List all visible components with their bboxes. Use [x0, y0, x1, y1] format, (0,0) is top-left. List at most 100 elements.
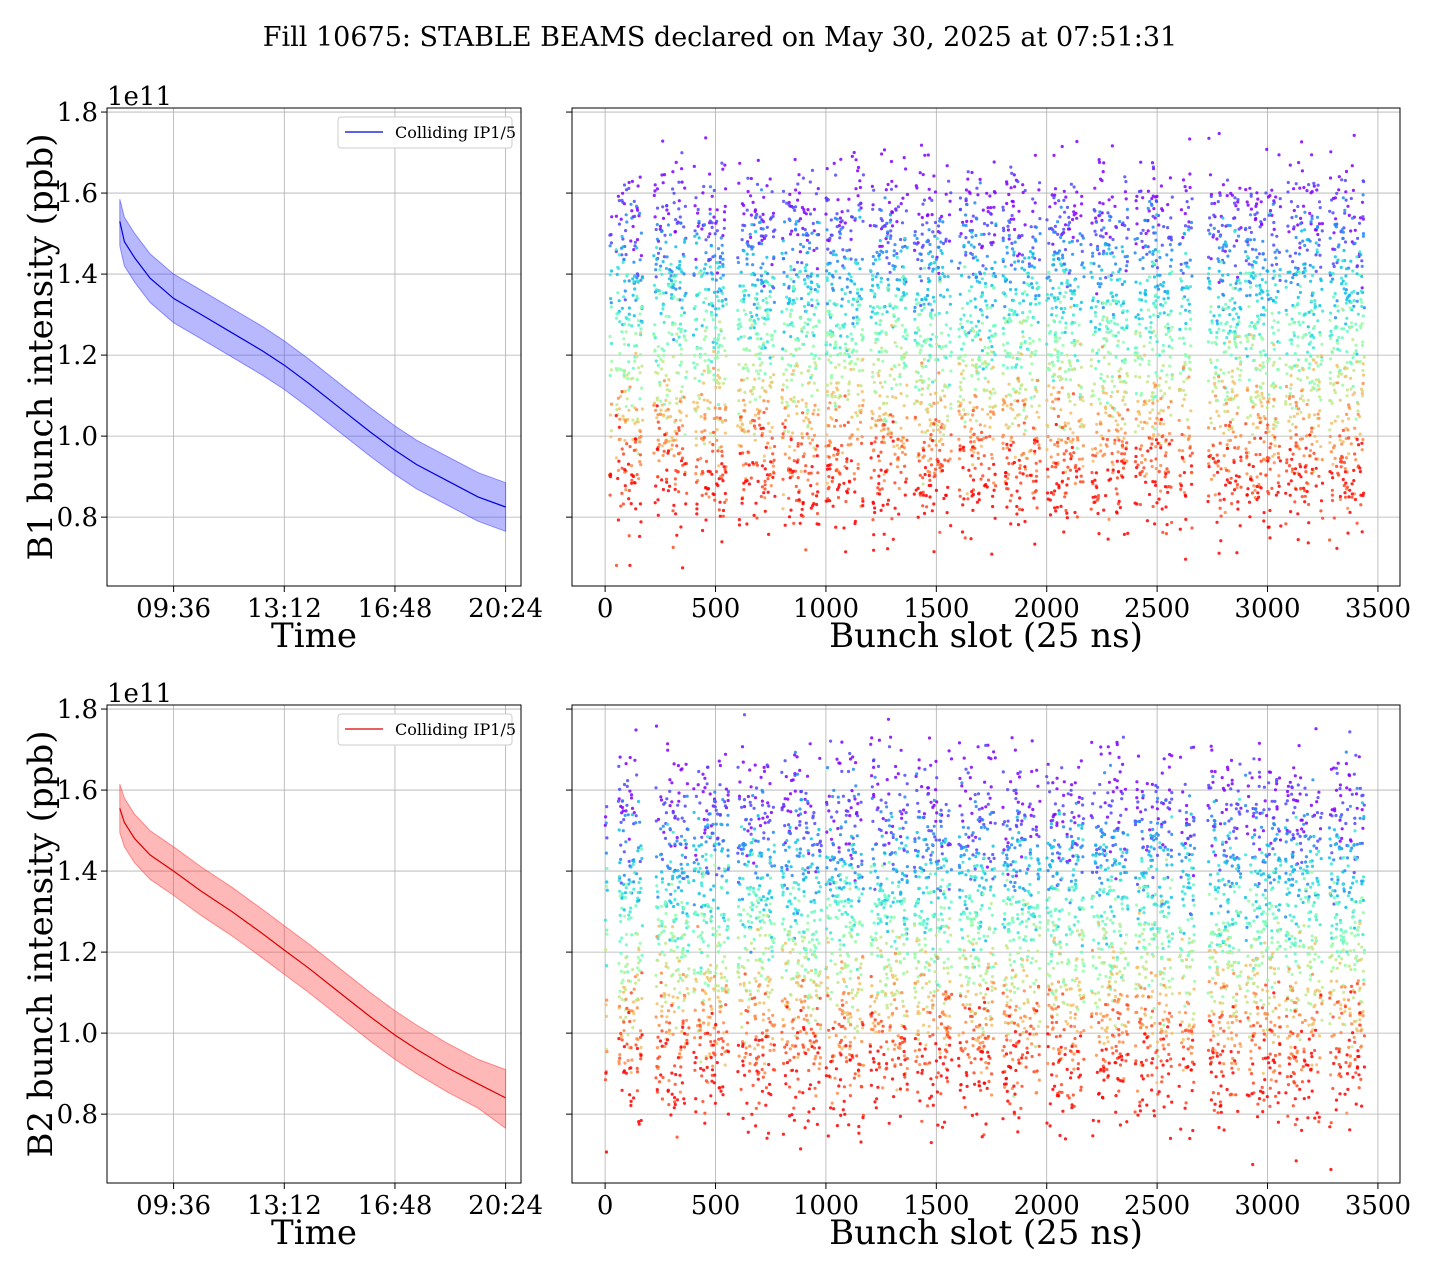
bunch-point: [1216, 295, 1220, 299]
bunch-point: [977, 357, 981, 361]
bunch-point: [1007, 233, 1011, 238]
bunch-point: [679, 313, 683, 317]
bunch-point: [674, 468, 678, 473]
bunch-point: [839, 157, 843, 161]
bunch-point: [1169, 413, 1173, 417]
bunch-point: [1136, 424, 1141, 428]
bunch-point: [990, 552, 994, 556]
bunch-point: [1099, 443, 1103, 447]
bunch-point: [1110, 379, 1114, 383]
bunch-point: [986, 362, 991, 366]
bunch-point: [886, 427, 890, 431]
bunch-point: [808, 420, 812, 424]
bunch-point: [1114, 226, 1119, 230]
bunch-point: [1230, 390, 1234, 394]
bunch-point: [791, 324, 795, 328]
bunch-point: [964, 250, 968, 254]
bunch-point: [723, 418, 728, 422]
bunch-point: [1215, 453, 1219, 457]
bunch-point: [742, 203, 746, 207]
bunch-point: [1179, 484, 1183, 488]
bunch-point: [698, 352, 703, 356]
bunch-point: [1236, 335, 1240, 339]
bunch-point: [1082, 424, 1086, 428]
bunch-point: [1190, 451, 1194, 455]
bunch-point: [678, 286, 682, 290]
bunch-point: [789, 335, 793, 339]
bunch-point: [856, 165, 861, 170]
bunch-point: [1258, 368, 1262, 372]
bunch-point: [751, 263, 755, 267]
bunch-point: [704, 238, 708, 242]
bunch-point: [943, 384, 947, 388]
bunch-point: [1111, 406, 1115, 410]
bunch-point: [741, 289, 746, 293]
bunch-point: [795, 260, 800, 264]
bunch-point: [1268, 467, 1272, 471]
bunch-point: [1183, 185, 1187, 189]
bunch-point: [964, 223, 968, 228]
bunch-point: [1253, 322, 1258, 326]
bunch-point: [1188, 446, 1192, 450]
bunch-point: [631, 376, 635, 380]
bunch-point: [756, 317, 760, 321]
bunch-point: [721, 479, 725, 483]
bunch-point: [854, 258, 858, 262]
bunch-point: [945, 311, 949, 315]
bunch-point: [675, 221, 679, 225]
bunch-point: [1101, 386, 1105, 390]
bunch-point: [1045, 293, 1049, 297]
bunch-point: [889, 462, 893, 466]
bunch-point: [1157, 287, 1161, 291]
bunch-point: [801, 226, 805, 230]
bunch-point: [807, 246, 812, 250]
bunch-point: [1251, 401, 1255, 405]
bunch-point: [914, 331, 919, 335]
bunch-point: [825, 309, 829, 313]
bunch-point: [1153, 383, 1158, 387]
bunch-point: [614, 414, 618, 418]
bunch-point: [987, 466, 991, 471]
bunch-point: [905, 333, 909, 337]
bunch-point: [1077, 323, 1081, 327]
bunch-point: [972, 432, 976, 436]
bunch-point: [1259, 386, 1263, 390]
bunch-point: [750, 392, 755, 396]
bunch-point: [1010, 247, 1015, 251]
bunch-point: [1272, 397, 1276, 401]
bunch-point: [660, 444, 664, 448]
bunch-point: [861, 398, 866, 402]
bunch-point: [1212, 226, 1216, 230]
bunch-point: [639, 463, 643, 467]
bunch-point: [1062, 189, 1066, 193]
bunch-point: [787, 515, 792, 519]
bunch-point: [1259, 472, 1263, 476]
bunch-point: [794, 348, 798, 352]
bunch-point: [1270, 233, 1274, 237]
bunch-point: [834, 469, 838, 473]
bunch-point: [1034, 349, 1038, 353]
bunch-point: [766, 399, 770, 403]
bunch-point: [898, 372, 902, 376]
bunch-point: [986, 380, 990, 384]
bunch-point: [743, 430, 747, 434]
bunch-point: [979, 337, 983, 342]
bunch-point: [899, 237, 903, 242]
bunch-point: [888, 373, 892, 377]
bunch-point: [849, 367, 853, 371]
bunch-point: [1059, 504, 1063, 508]
bunch-point: [829, 218, 833, 222]
bunch-point: [847, 299, 851, 303]
bunch-point: [1126, 227, 1130, 231]
bunch-point: [1228, 420, 1232, 424]
bunch-point: [641, 418, 645, 422]
bunch-point: [787, 297, 792, 301]
bunch-point: [1107, 362, 1111, 366]
bunch-point: [1019, 341, 1023, 346]
bunch-point: [840, 219, 844, 223]
bunch-point: [758, 215, 762, 219]
bunch-point: [830, 273, 835, 277]
bunch-point: [706, 371, 711, 375]
bunch-point: [893, 481, 897, 485]
bunch-point: [616, 476, 620, 481]
